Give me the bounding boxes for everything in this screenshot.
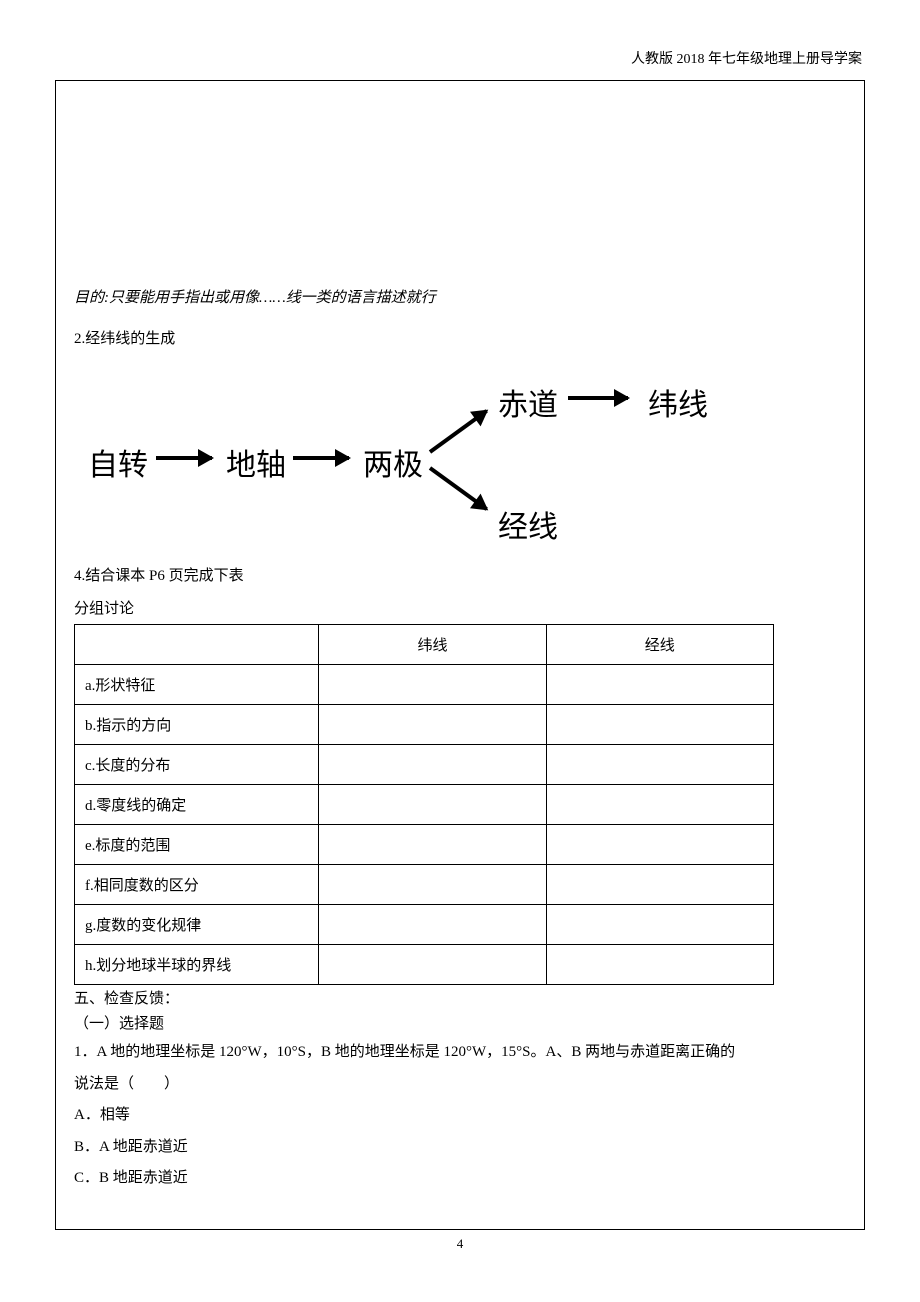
- flow-node-rotation: 自转: [88, 440, 148, 484]
- section-2-title: 2.经纬线的生成: [74, 327, 846, 348]
- content-frame: 目的:只要能用手指出或用像……线一类的语言描述就行 2.经纬线的生成 自转 地轴…: [55, 80, 865, 1230]
- flow-node-equator: 赤道: [498, 380, 558, 424]
- flow-diagram: 自转 地轴 两极 赤道 纬线 经线: [78, 362, 738, 542]
- table-cell: [546, 665, 773, 705]
- table-cell: [546, 905, 773, 945]
- table-header-row: 纬线 经线: [75, 625, 774, 665]
- flow-node-longitude: 经线: [498, 502, 558, 546]
- flow-node-poles: 两极: [363, 440, 423, 484]
- question-1-stem2: 说法是（ ）: [74, 1069, 846, 1101]
- table-row-label: d.零度线的确定: [75, 785, 319, 825]
- section-5-sub1: （一）选择题: [74, 1014, 846, 1035]
- table-cell: [546, 945, 773, 985]
- table-header-blank: [75, 625, 319, 665]
- table-cell: [319, 865, 546, 905]
- table-cell: [319, 705, 546, 745]
- table-row-label: a.形状特征: [75, 665, 319, 705]
- flow-arrow-diag-1: [429, 466, 488, 510]
- table-row-label: c.长度的分布: [75, 745, 319, 785]
- comparison-table: 纬线 经线 a.形状特征b.指示的方向c.长度的分布d.零度线的确定e.标度的范…: [74, 624, 774, 985]
- table-row-label: h.划分地球半球的界线: [75, 945, 319, 985]
- table-cell: [546, 785, 773, 825]
- table-row: e.标度的范围: [75, 825, 774, 865]
- table-row: a.形状特征: [75, 665, 774, 705]
- table-cell: [319, 745, 546, 785]
- table-cell: [319, 665, 546, 705]
- flow-node-axis: 地轴: [226, 440, 286, 484]
- table-header-latitude: 纬线: [319, 625, 546, 665]
- question-1-option-b: B．A 地距赤道近: [74, 1132, 846, 1164]
- table-row-label: f.相同度数的区分: [75, 865, 319, 905]
- flow-arrow-h-2: [568, 396, 628, 400]
- purpose-line: 目的:只要能用手指出或用像……线一类的语言描述就行: [74, 286, 846, 307]
- group-discuss-label: 分组讨论: [74, 597, 846, 618]
- table-cell: [546, 825, 773, 865]
- table-cell: [319, 905, 546, 945]
- question-1-stem: 1．A 地的地理坐标是 120°W，10°S，B 地的地理坐标是 120°W，1…: [74, 1037, 846, 1069]
- page-header: 人教版 2018 年七年级地理上册导学案: [631, 48, 862, 68]
- question-1-option-c: C．B 地距赤道近: [74, 1163, 846, 1195]
- flow-arrow-diag-0: [429, 409, 488, 453]
- table-cell: [319, 945, 546, 985]
- table-row: g.度数的变化规律: [75, 905, 774, 945]
- table-cell: [319, 825, 546, 865]
- flow-arrow-h-0: [156, 456, 212, 460]
- table-cell: [546, 745, 773, 785]
- table-cell: [546, 865, 773, 905]
- item-4-title: 4.结合课本 P6 页完成下表: [74, 564, 846, 585]
- table-cell: [546, 705, 773, 745]
- table-row: b.指示的方向: [75, 705, 774, 745]
- table-row: c.长度的分布: [75, 745, 774, 785]
- table-cell: [319, 785, 546, 825]
- table-row-label: g.度数的变化规律: [75, 905, 319, 945]
- table-row: h.划分地球半球的界线: [75, 945, 774, 985]
- section-5-title: 五、检查反馈：: [74, 989, 846, 1010]
- table-header-longitude: 经线: [546, 625, 773, 665]
- table-row-label: e.标度的范围: [75, 825, 319, 865]
- table-body: a.形状特征b.指示的方向c.长度的分布d.零度线的确定e.标度的范围f.相同度…: [75, 665, 774, 985]
- page-number: 4: [55, 1236, 865, 1252]
- question-1-option-a: A．相等: [74, 1100, 846, 1132]
- flow-node-latitude: 纬线: [648, 380, 708, 424]
- table-row: f.相同度数的区分: [75, 865, 774, 905]
- question-1: 1．A 地的地理坐标是 120°W，10°S，B 地的地理坐标是 120°W，1…: [74, 1037, 846, 1195]
- flow-arrow-h-1: [293, 456, 349, 460]
- table-row-label: b.指示的方向: [75, 705, 319, 745]
- table-row: d.零度线的确定: [75, 785, 774, 825]
